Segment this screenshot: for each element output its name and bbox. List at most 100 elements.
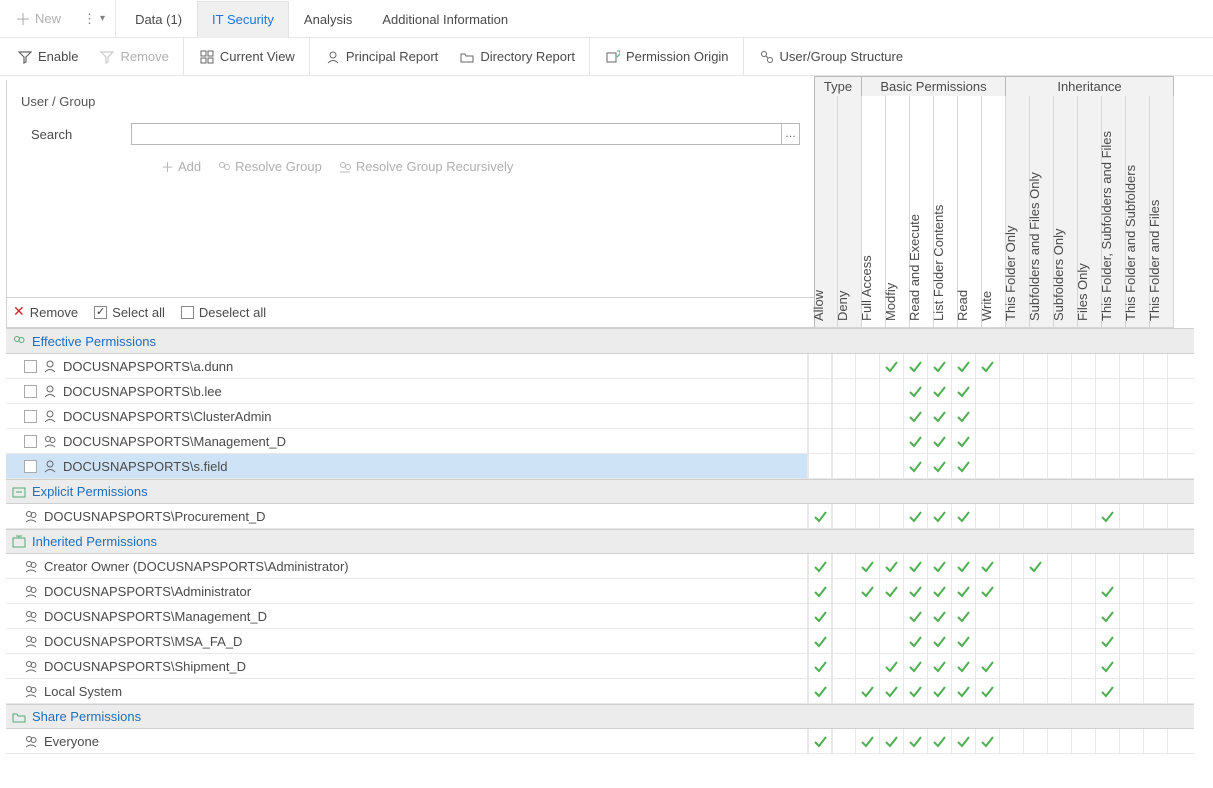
check-icon: [908, 559, 923, 574]
group-icon: [43, 434, 57, 448]
deselect-all-label: Deselect all: [199, 305, 266, 320]
permission-cell: [832, 504, 856, 528]
table-row[interactable]: DOCUSNAPSPORTS\Administrator: [6, 579, 1194, 604]
check-icon: [884, 559, 899, 574]
permission-cell: [928, 429, 952, 453]
section-header[interactable]: Share Permissions: [6, 704, 1194, 729]
table-row[interactable]: DOCUSNAPSPORTS\ClusterAdmin: [6, 404, 1194, 429]
table-row[interactable]: DOCUSNAPSPORTS\Management_D: [6, 429, 1194, 454]
section-header[interactable]: Explicit Permissions: [6, 479, 1194, 504]
row-checkbox[interactable]: [24, 360, 37, 373]
new-dropdown[interactable]: ⋮ ▾: [73, 0, 116, 37]
table-row[interactable]: DOCUSNAPSPORTS\Procurement_D: [6, 504, 1194, 529]
permission-origin-button[interactable]: Permission Origin: [596, 38, 744, 75]
permission-cell: [928, 579, 952, 603]
permission-cell: [808, 604, 832, 628]
resolve-group-button[interactable]: Resolve Group: [217, 157, 322, 176]
row-checkbox[interactable]: [24, 410, 37, 423]
permission-cell: [1024, 604, 1048, 628]
permission-cell: [928, 679, 952, 703]
permission-cell: [1120, 454, 1144, 478]
grid-icon: [200, 50, 214, 64]
tab-data-1-[interactable]: Data (1): [120, 1, 197, 38]
permission-cell: [880, 354, 904, 378]
remove-selected-button[interactable]: ✕ Remove: [13, 304, 78, 321]
permission-cell: [1120, 354, 1144, 378]
permission-cell: [1000, 379, 1024, 403]
resolve-group-recursively-button[interactable]: Resolve Group Recursively: [338, 157, 514, 176]
permission-cell: [832, 579, 856, 603]
principal-report-button[interactable]: Principal Report: [316, 38, 449, 75]
section-icon: [12, 535, 26, 549]
permission-cell: [832, 679, 856, 703]
directory-report-button[interactable]: Directory Report: [450, 38, 590, 75]
section-header[interactable]: Effective Permissions: [6, 329, 1194, 354]
table-row[interactable]: Everyone: [6, 729, 1194, 754]
permission-cell: [1096, 379, 1120, 403]
check-icon: [908, 434, 923, 449]
permission-cell: [1144, 654, 1168, 678]
search-input[interactable]: [132, 124, 781, 144]
check-icon: [908, 584, 923, 599]
permission-cell: [856, 729, 880, 753]
check-icon: [908, 509, 923, 524]
principal-name: DOCUSNAPSPORTS\Administrator: [44, 584, 251, 599]
deselect-all-button[interactable]: Deselect all: [181, 305, 266, 320]
permission-cell: [856, 429, 880, 453]
permission-cell: [880, 729, 904, 753]
permission-cell: [952, 354, 976, 378]
row-checkbox[interactable]: [24, 435, 37, 448]
tab-it-security[interactable]: IT Security: [197, 1, 289, 38]
tab-additional-information[interactable]: Additional Information: [367, 1, 523, 38]
user-icon: [43, 459, 57, 473]
check-icon: [932, 609, 947, 624]
group-icon: [24, 609, 38, 623]
permission-cell: [976, 554, 1000, 578]
table-row[interactable]: DOCUSNAPSPORTS\MSA_FA_D: [6, 629, 1194, 654]
principal-name: Local System: [44, 684, 122, 699]
chevron-down-icon: ▾: [100, 13, 105, 24]
search-browse-button[interactable]: …: [781, 124, 799, 144]
new-button[interactable]: ＋ New: [0, 0, 73, 37]
table-row[interactable]: DOCUSNAPSPORTS\s.field: [6, 454, 1194, 479]
permission-cell: [976, 729, 1000, 753]
table-row[interactable]: DOCUSNAPSPORTS\Shipment_D: [6, 654, 1194, 679]
section-title: Share Permissions: [32, 709, 141, 724]
table-row[interactable]: DOCUSNAPSPORTS\Management_D: [6, 604, 1194, 629]
permission-cell: [1024, 379, 1048, 403]
permission-origin-label: Permission Origin: [626, 49, 729, 64]
check-icon: [884, 734, 899, 749]
permission-cell: [1024, 679, 1048, 703]
table-row[interactable]: DOCUSNAPSPORTS\a.dunn: [6, 354, 1194, 379]
user-icon: [43, 384, 57, 398]
table-row[interactable]: Creator Owner (DOCUSNAPSPORTS\Administra…: [6, 554, 1194, 579]
enable-button[interactable]: Enable: [8, 38, 88, 75]
permission-cell: [1120, 504, 1144, 528]
row-checkbox[interactable]: [24, 385, 37, 398]
principal-name: DOCUSNAPSPORTS\MSA_FA_D: [44, 634, 242, 649]
current-view-button[interactable]: Current View: [190, 38, 310, 75]
check-icon: [932, 459, 947, 474]
check-icon: [1100, 659, 1115, 674]
permission-cell: [1024, 654, 1048, 678]
table-row[interactable]: DOCUSNAPSPORTS\b.lee: [6, 379, 1194, 404]
permission-cell: [808, 404, 832, 428]
select-all-button[interactable]: Select all: [94, 305, 165, 320]
section-header[interactable]: Inherited Permissions: [6, 529, 1194, 554]
permission-cell: [880, 579, 904, 603]
check-icon: [908, 634, 923, 649]
permission-cell: [1144, 429, 1168, 453]
row-checkbox[interactable]: [24, 460, 37, 473]
permission-cell: [856, 379, 880, 403]
permission-cell: [1072, 404, 1096, 428]
remove-button[interactable]: Remove: [90, 38, 183, 75]
tab-analysis[interactable]: Analysis: [289, 1, 367, 38]
permission-cell: [1000, 504, 1024, 528]
permission-cell: [904, 379, 928, 403]
permission-cell: [904, 729, 928, 753]
permission-cell: [1024, 729, 1048, 753]
permission-cell: [832, 454, 856, 478]
table-row[interactable]: Local System: [6, 679, 1194, 704]
user-group-structure-button[interactable]: User/Group Structure: [750, 38, 914, 75]
add-button[interactable]: ＋ Add: [161, 157, 201, 176]
